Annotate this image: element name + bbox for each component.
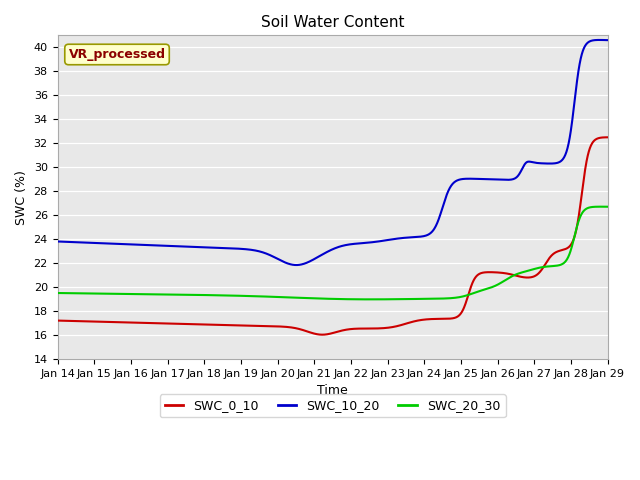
X-axis label: Time: Time (317, 384, 348, 397)
Title: Soil Water Content: Soil Water Content (260, 15, 404, 30)
Text: VR_processed: VR_processed (68, 48, 166, 61)
Y-axis label: SWC (%): SWC (%) (15, 170, 28, 225)
Legend: SWC_0_10, SWC_10_20, SWC_20_30: SWC_0_10, SWC_10_20, SWC_20_30 (159, 395, 506, 418)
